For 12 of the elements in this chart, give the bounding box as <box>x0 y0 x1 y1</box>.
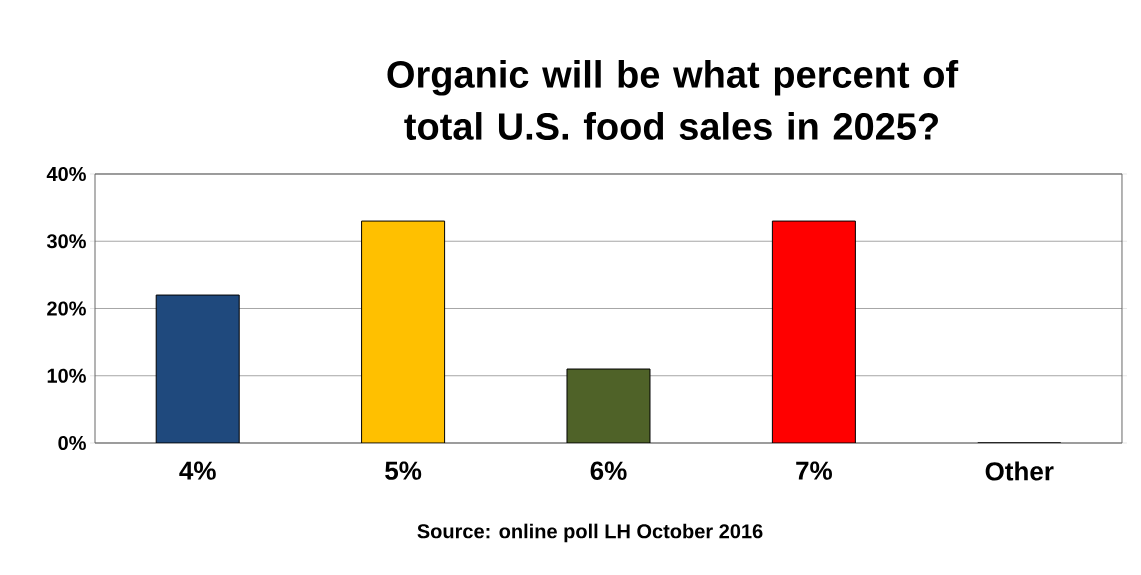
x-tick-label: 6% <box>590 461 627 480</box>
y-tick-label: 30% <box>46 234 86 249</box>
x-tick-label: 5% <box>385 461 422 480</box>
y-tick-label: 40% <box>46 166 86 182</box>
source-note: Source: online poll LH October 2016 <box>417 523 763 543</box>
x-tick-label: Other <box>985 461 1054 481</box>
y-tick-label: 20% <box>47 301 86 316</box>
x-tick-label: 7% <box>796 461 832 480</box>
y-tick-label: 0% <box>58 435 86 451</box>
x-tick-label: 4% <box>179 461 216 480</box>
chart-title: Organic will be what percent of total U.S. food sales in 2025? <box>387 60 959 140</box>
y-tick-label: 10% <box>47 368 86 383</box>
